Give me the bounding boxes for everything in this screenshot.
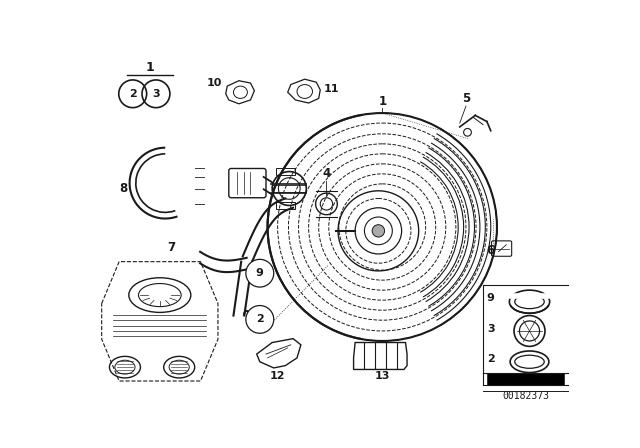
Text: 00182373: 00182373 (502, 391, 549, 401)
Text: 9: 9 (256, 268, 264, 278)
Text: 4: 4 (323, 167, 331, 180)
Text: 6: 6 (486, 244, 495, 257)
Text: 2: 2 (129, 89, 136, 99)
Text: 2: 2 (487, 354, 495, 365)
Polygon shape (487, 373, 564, 385)
Bar (276, 202, 294, 208)
Text: 3: 3 (152, 89, 160, 99)
Circle shape (246, 259, 274, 287)
Bar (276, 168, 294, 175)
Text: 11: 11 (324, 84, 340, 94)
Text: 9: 9 (487, 293, 495, 303)
Text: 10: 10 (206, 78, 221, 88)
Text: 1: 1 (378, 95, 387, 108)
Text: 12: 12 (270, 370, 285, 381)
Text: 8: 8 (119, 182, 127, 195)
Circle shape (372, 225, 385, 237)
Text: 1: 1 (145, 61, 154, 74)
Circle shape (246, 306, 274, 333)
Text: 2: 2 (256, 314, 264, 324)
Text: 7: 7 (168, 241, 175, 254)
Text: 5: 5 (462, 92, 470, 105)
Text: 13: 13 (374, 370, 390, 381)
Text: 3: 3 (487, 323, 495, 334)
